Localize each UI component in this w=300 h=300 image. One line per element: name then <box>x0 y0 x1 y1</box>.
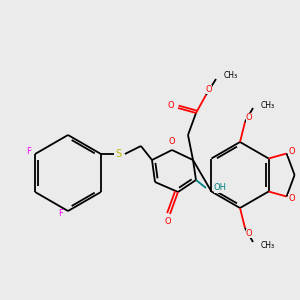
Text: F: F <box>26 148 31 157</box>
Text: O: O <box>288 194 295 203</box>
Text: O: O <box>246 112 252 122</box>
Text: CH₃: CH₃ <box>261 100 275 109</box>
Text: F: F <box>58 208 63 217</box>
Text: O: O <box>288 147 295 156</box>
Text: CH₃: CH₃ <box>261 241 275 250</box>
Text: OH: OH <box>214 184 227 193</box>
Text: O: O <box>168 101 174 110</box>
Text: CH₃: CH₃ <box>224 71 238 80</box>
Text: O: O <box>165 218 171 226</box>
Text: O: O <box>206 85 212 94</box>
Text: O: O <box>169 137 175 146</box>
Text: F: F <box>26 149 31 158</box>
Text: O: O <box>246 229 252 238</box>
Text: S: S <box>116 149 122 159</box>
